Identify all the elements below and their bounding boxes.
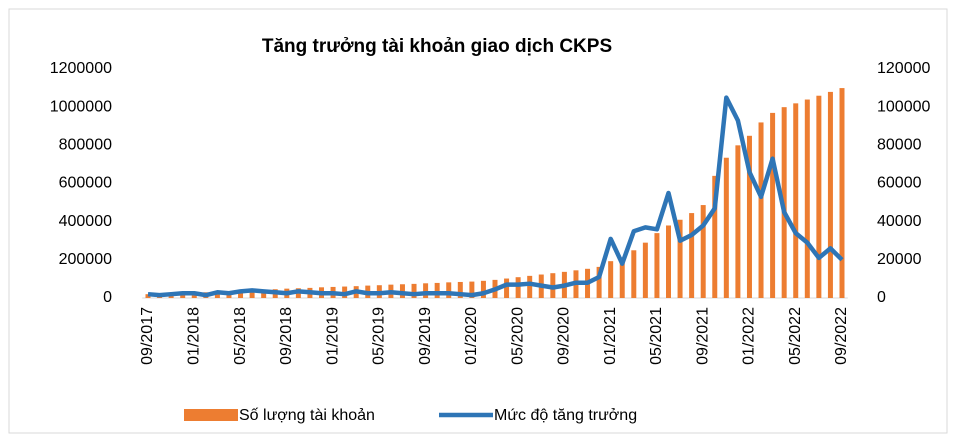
y2-tick-label: 120000	[877, 60, 930, 77]
bar	[770, 112, 776, 299]
x-tick-label: 05/2018	[232, 307, 249, 365]
legend-label: Mức độ tăng trưởng	[494, 407, 637, 424]
y2-tick-label: 60000	[877, 175, 922, 192]
bar	[666, 225, 671, 298]
bar	[631, 250, 637, 298]
bar	[712, 175, 718, 298]
x-tick-label: 01/2020	[463, 307, 480, 365]
x-tick-label: 09/2021	[694, 307, 711, 365]
y2-tick-label: 40000	[877, 213, 922, 230]
y-tick-label: 1200000	[50, 60, 112, 77]
bar	[596, 266, 602, 298]
bar	[504, 278, 510, 298]
y2-tick-label: 0	[877, 289, 886, 306]
x-tick-label: 05/2019	[371, 307, 388, 365]
x-tick-label: 09/2019	[417, 307, 434, 365]
bar	[758, 122, 764, 298]
bar	[793, 103, 799, 298]
bar	[515, 277, 521, 298]
bar	[261, 289, 267, 298]
y-tick-label: 600000	[59, 175, 112, 192]
bar	[249, 290, 255, 298]
x-tick-label: 09/2018	[278, 307, 295, 365]
bar	[619, 257, 625, 298]
x-tick-label: 09/2020	[556, 307, 573, 365]
bar	[238, 290, 244, 298]
line	[147, 95, 844, 298]
chart-border	[8, 8, 948, 434]
x-tick-label: 05/2021	[648, 307, 665, 365]
bar	[469, 281, 475, 298]
legend-label: Số lượng tài khoản	[239, 407, 375, 424]
bar	[214, 291, 220, 298]
bar	[527, 275, 533, 298]
y-tick-label: 0	[103, 289, 112, 306]
bar	[411, 283, 417, 298]
y-tick-label: 400000	[59, 213, 112, 230]
bar	[689, 213, 695, 298]
bar	[457, 281, 463, 298]
x-tick-label: 05/2022	[787, 307, 804, 365]
x-tick-label: 01/2019	[324, 307, 341, 365]
x-tick-label: 09/2022	[833, 307, 850, 365]
bar	[608, 261, 614, 298]
bar	[735, 145, 741, 298]
x-tick-label: 01/2022	[741, 307, 758, 365]
y-tick-label: 1000000	[50, 98, 112, 115]
bar	[654, 233, 660, 298]
bar	[839, 88, 845, 298]
x-tick-label: 05/2020	[509, 307, 526, 365]
bar	[677, 219, 683, 298]
y-tick-label: 800000	[59, 137, 112, 154]
y2-tick-label: 80000	[877, 137, 922, 154]
y2-tick-label: 20000	[877, 251, 922, 268]
x-tick-label: 09/2017	[139, 307, 156, 365]
chart-title: Tăng trưởng tài khoản giao dịch CKPS	[262, 36, 612, 57]
bar	[642, 242, 648, 298]
bar	[827, 91, 833, 299]
x-tick-label: 01/2018	[185, 307, 202, 365]
bar	[434, 282, 440, 298]
bar	[816, 95, 822, 298]
bar	[446, 282, 452, 298]
y2-tick-label: 100000	[877, 98, 930, 115]
legend-swatch	[184, 409, 238, 421]
bar	[180, 293, 186, 298]
bar	[723, 157, 729, 298]
y-tick-label: 200000	[59, 251, 112, 268]
x-tick-label: 01/2021	[602, 307, 619, 365]
bar	[804, 99, 810, 299]
bar	[480, 280, 486, 298]
bar	[423, 283, 429, 298]
bar	[700, 205, 706, 298]
bar	[746, 135, 752, 298]
